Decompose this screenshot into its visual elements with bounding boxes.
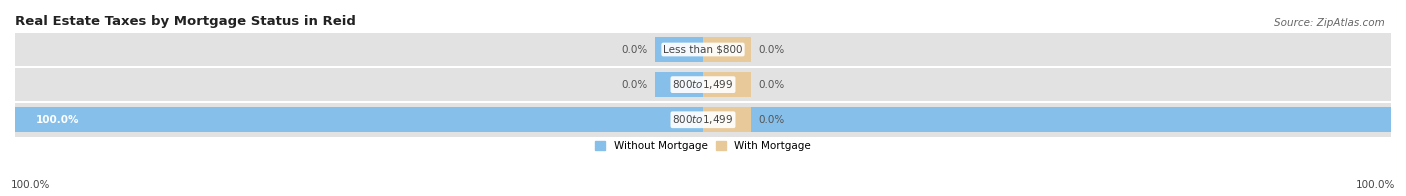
Legend: Without Mortgage, With Mortgage: Without Mortgage, With Mortgage [591,137,815,155]
Text: 0.0%: 0.0% [758,115,785,125]
Bar [15,103,1391,137]
Text: 100.0%: 100.0% [11,180,51,190]
Bar [15,68,1391,102]
Text: 0.0%: 0.0% [758,44,785,54]
Text: Real Estate Taxes by Mortgage Status in Reid: Real Estate Taxes by Mortgage Status in … [15,15,356,28]
Bar [15,33,1391,66]
Text: $800 to $1,499: $800 to $1,499 [672,78,734,91]
Bar [655,72,703,97]
Text: $800 to $1,499: $800 to $1,499 [672,113,734,126]
Bar [703,37,751,62]
Text: Less than $800: Less than $800 [664,44,742,54]
Bar [15,107,1391,132]
Text: 0.0%: 0.0% [621,44,648,54]
Text: Source: ZipAtlas.com: Source: ZipAtlas.com [1274,18,1385,28]
Bar [655,37,703,62]
Text: 0.0%: 0.0% [758,80,785,90]
Text: 100.0%: 100.0% [1355,180,1395,190]
Text: 0.0%: 0.0% [621,80,648,90]
Text: 100.0%: 100.0% [35,115,79,125]
Bar [703,107,751,132]
Bar [703,72,751,97]
